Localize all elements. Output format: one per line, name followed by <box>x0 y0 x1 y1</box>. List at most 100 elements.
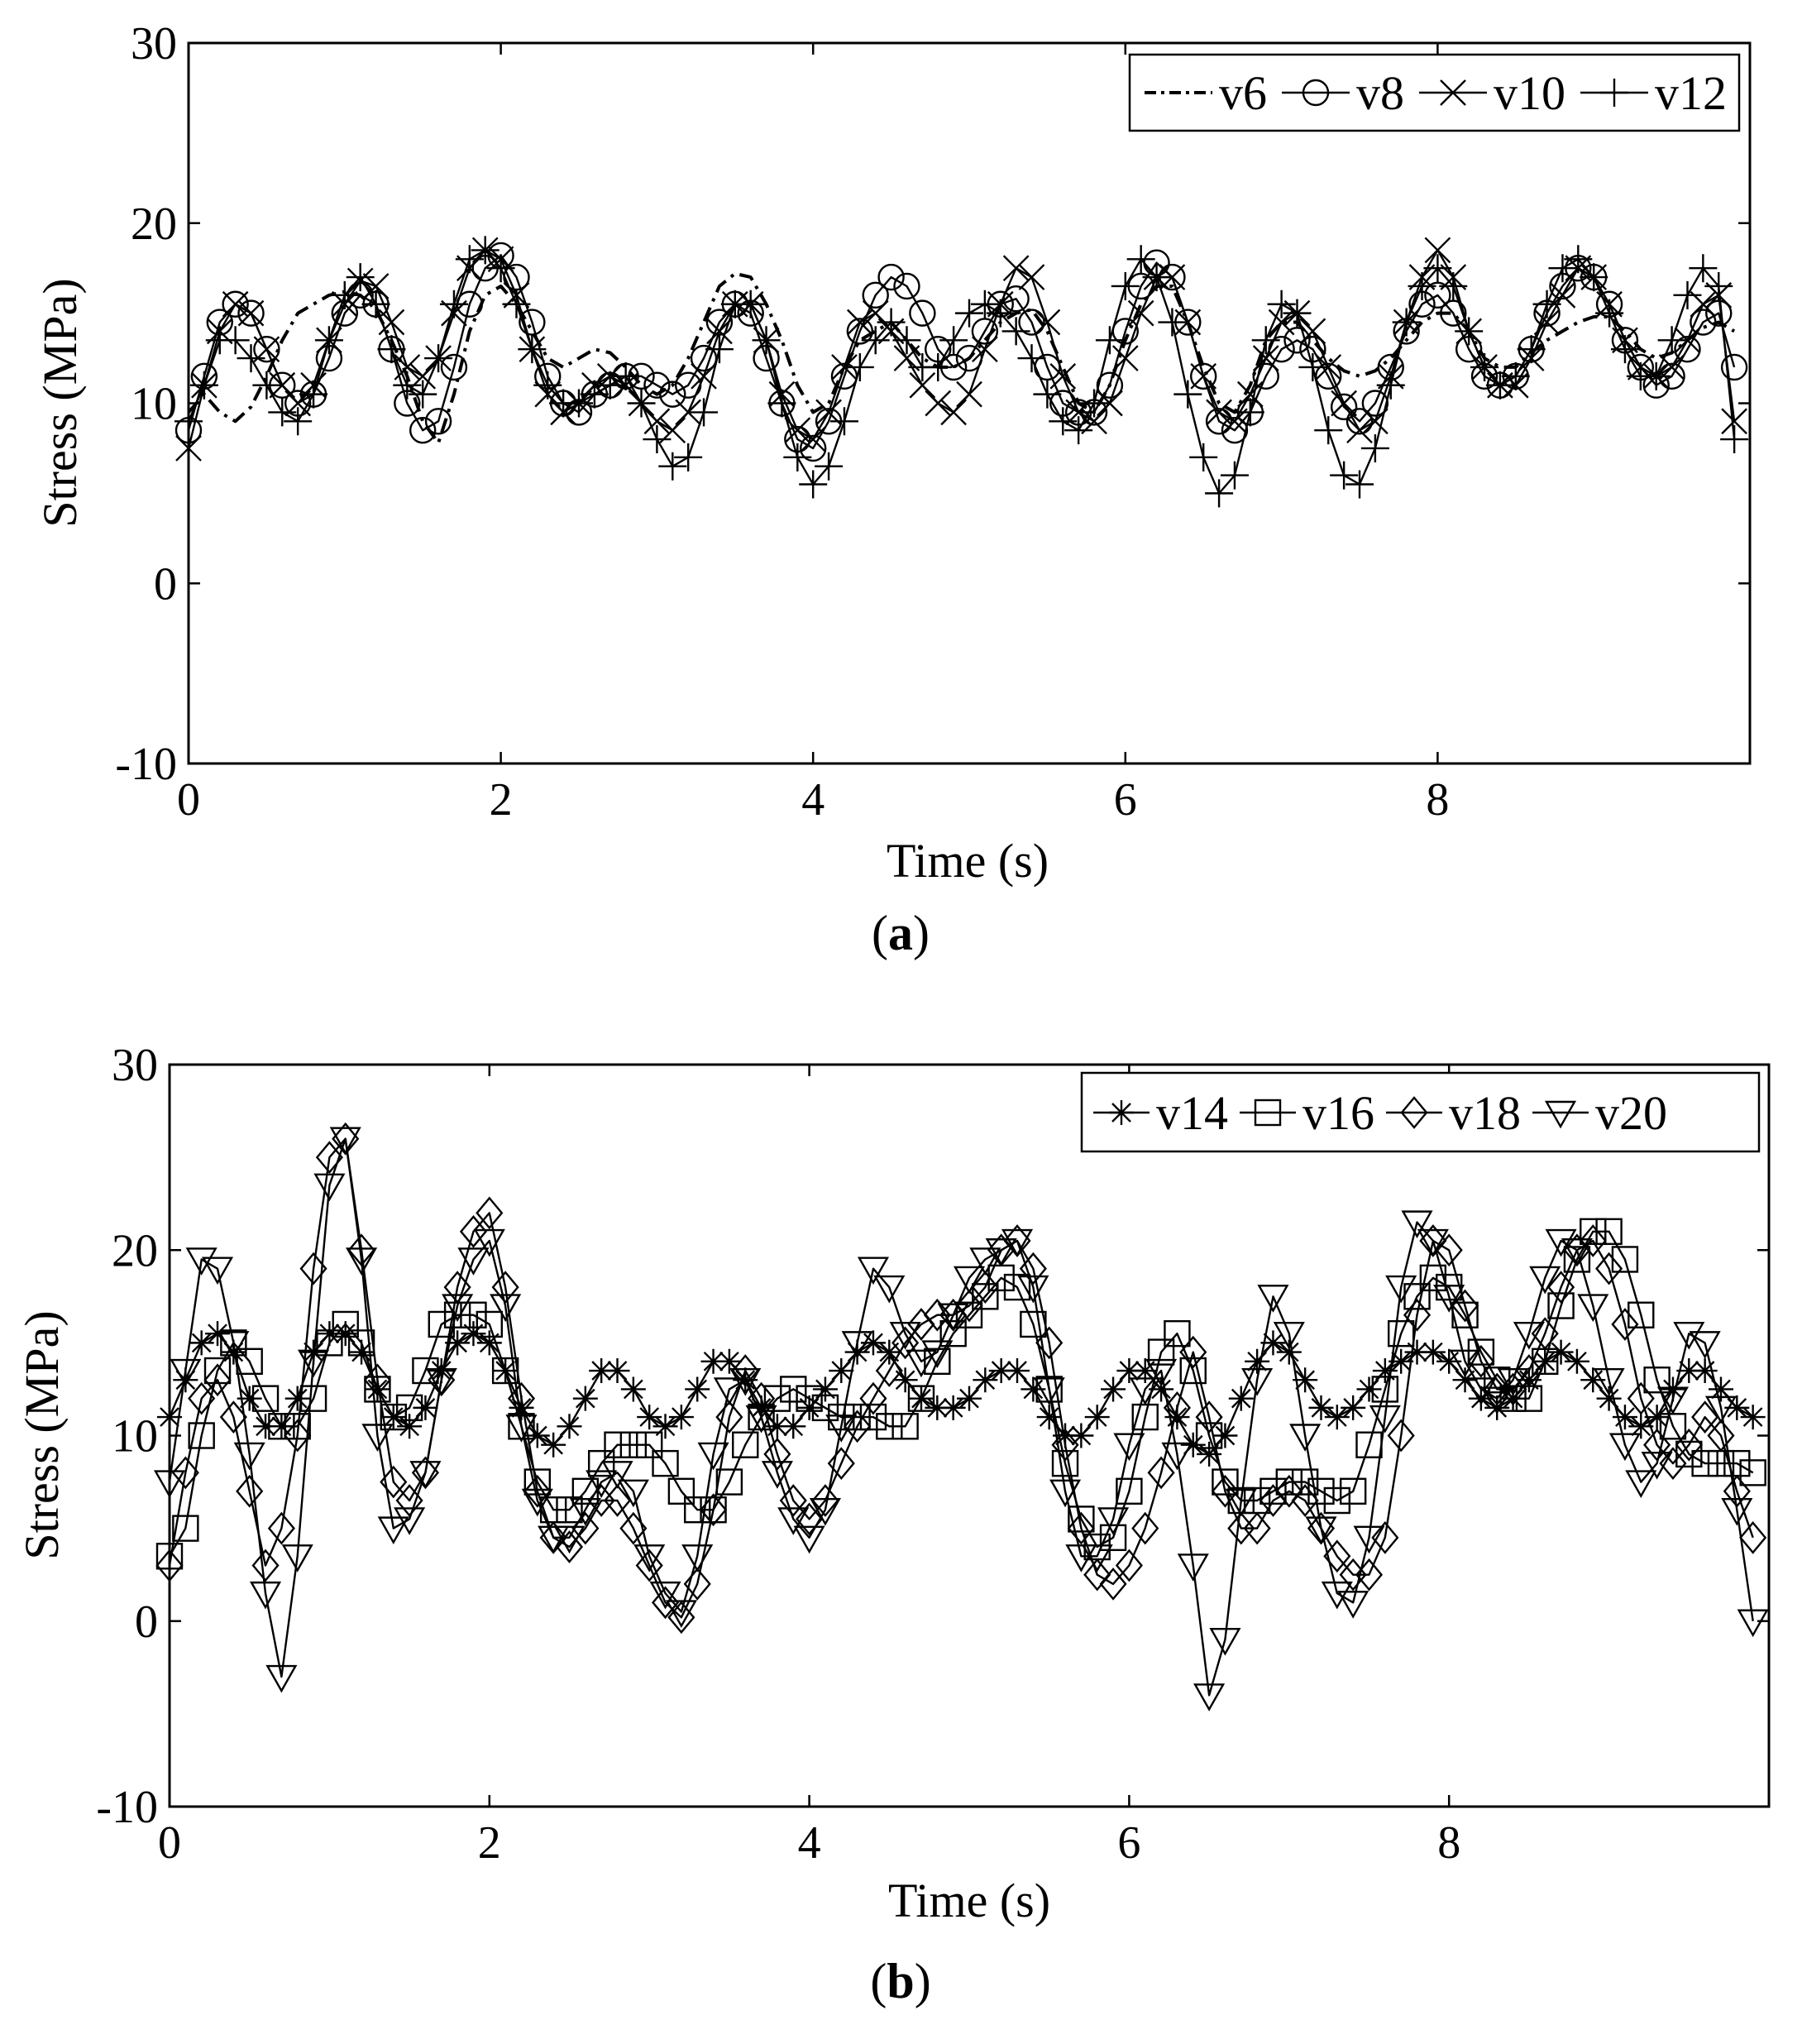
y-tick-label: 0 <box>135 1596 158 1648</box>
data-point-v14 <box>716 1348 742 1374</box>
data-point-v20 <box>521 1488 553 1517</box>
data-point-v10 <box>175 435 202 462</box>
data-point-v12 <box>1408 271 1436 300</box>
data-point-v14 <box>1580 1367 1606 1393</box>
data-point-v12 <box>611 361 640 390</box>
data-point-v12 <box>955 299 983 328</box>
data-point-v10 <box>237 299 265 327</box>
data-point-v12 <box>1095 326 1124 355</box>
data-point-v14 <box>428 1358 454 1384</box>
data-point-v12 <box>1689 254 1718 283</box>
data-point-v12 <box>1392 308 1421 337</box>
data-point-v16 <box>715 1468 743 1496</box>
data-point-v20 <box>1001 1228 1034 1257</box>
data-point-v18 <box>683 1568 711 1601</box>
data-point-v12 <box>1455 317 1484 346</box>
data-point-v12 <box>799 470 828 499</box>
data-point-v20 <box>1721 1498 1753 1526</box>
data-point-v12 <box>1080 389 1109 418</box>
data-point-v14 <box>1420 1339 1446 1365</box>
x-tick-label: 6 <box>1114 774 1137 826</box>
data-point-v16 <box>1179 1357 1207 1385</box>
data-point-v16 <box>587 1449 615 1477</box>
data-point-v20 <box>1481 1386 1513 1415</box>
legend-entry-v8: v8 <box>1282 66 1404 120</box>
data-point-v20 <box>1081 1544 1113 1572</box>
data-point-v16 <box>780 1376 807 1403</box>
data-point-v20 <box>1577 1294 1609 1322</box>
data-point-v8 <box>893 272 920 300</box>
data-point-v10 <box>1159 264 1186 290</box>
data-point-v20 <box>329 1127 361 1156</box>
data-point-v18 <box>844 1410 872 1443</box>
data-point-v8 <box>862 281 889 309</box>
data-point-v20 <box>1241 1368 1274 1396</box>
data-point-v20 <box>233 1442 265 1471</box>
data-point-v10 <box>1049 362 1077 390</box>
data-point-v14 <box>1596 1386 1622 1411</box>
data-point-v18 <box>955 1289 983 1323</box>
data-point-v20 <box>1337 1591 1369 1619</box>
data-point-v14 <box>988 1358 1014 1384</box>
data-point-v20 <box>809 1498 841 1526</box>
series-line-v12 <box>187 249 1736 495</box>
data-point-v20 <box>553 1525 586 1554</box>
data-point-v20 <box>425 1368 457 1396</box>
legend-label-v10: v10 <box>1494 66 1565 120</box>
data-point-v12 <box>237 344 265 373</box>
data-point-v14 <box>173 1367 198 1393</box>
data-point-v12 <box>409 380 437 409</box>
data-point-v16 <box>636 1431 663 1458</box>
data-point-v8 <box>1205 408 1233 435</box>
data-point-v14 <box>685 1376 710 1402</box>
data-point-v14 <box>205 1321 231 1347</box>
legend-label-v6: v6 <box>1219 66 1267 120</box>
legend-entry-v16: v16 <box>1240 1086 1374 1140</box>
data-point-v16 <box>939 1319 967 1348</box>
data-point-v20 <box>905 1349 938 1378</box>
data-point-v12 <box>1564 245 1593 274</box>
data-point-v12 <box>674 443 703 472</box>
data-point-v10 <box>1174 309 1202 336</box>
data-point-v12 <box>1580 263 1608 292</box>
data-point-v18 <box>1371 1520 1399 1554</box>
data-point-v14 <box>1212 1423 1238 1448</box>
data-point-v10 <box>1018 264 1045 290</box>
data-point-v20 <box>1305 1516 1337 1545</box>
data-point-v12 <box>189 371 218 400</box>
data-point-v20 <box>761 1461 793 1489</box>
data-point-v10 <box>1315 354 1342 381</box>
data-point-v12 <box>986 299 1015 328</box>
data-point-v14 <box>973 1367 998 1393</box>
data-point-v14 <box>925 1395 950 1420</box>
legend-marker-v16 <box>1254 1099 1282 1127</box>
data-point-v18 <box>1579 1224 1607 1257</box>
data-point-v12 <box>252 371 281 400</box>
data-point-v20 <box>249 1581 282 1610</box>
data-point-v14 <box>1372 1358 1398 1384</box>
data-point-v10 <box>972 336 998 363</box>
y-tick-label: 0 <box>154 558 177 610</box>
series-line-v8 <box>187 254 1736 450</box>
data-point-v12 <box>1111 271 1140 300</box>
plot-area-a <box>187 41 1752 765</box>
data-point-v12 <box>1173 380 1202 409</box>
data-point-v8 <box>519 309 546 336</box>
data-point-v14 <box>541 1432 566 1458</box>
data-point-v20 <box>1161 1442 1193 1471</box>
data-point-v12 <box>518 335 547 364</box>
data-point-v12 <box>174 407 203 436</box>
data-point-v20 <box>1289 1424 1322 1452</box>
data-point-v20 <box>505 1415 538 1443</box>
data-point-v16 <box>1116 1477 1143 1505</box>
data-point-v16 <box>1691 1449 1718 1477</box>
data-point-v10 <box>394 354 421 381</box>
data-point-v20 <box>1449 1349 1481 1378</box>
data-point-v8 <box>1330 393 1358 421</box>
data-point-v12 <box>486 254 515 283</box>
data-point-v16 <box>1195 1422 1223 1449</box>
data-point-v16 <box>316 1329 343 1357</box>
data-point-v16 <box>332 1310 359 1338</box>
